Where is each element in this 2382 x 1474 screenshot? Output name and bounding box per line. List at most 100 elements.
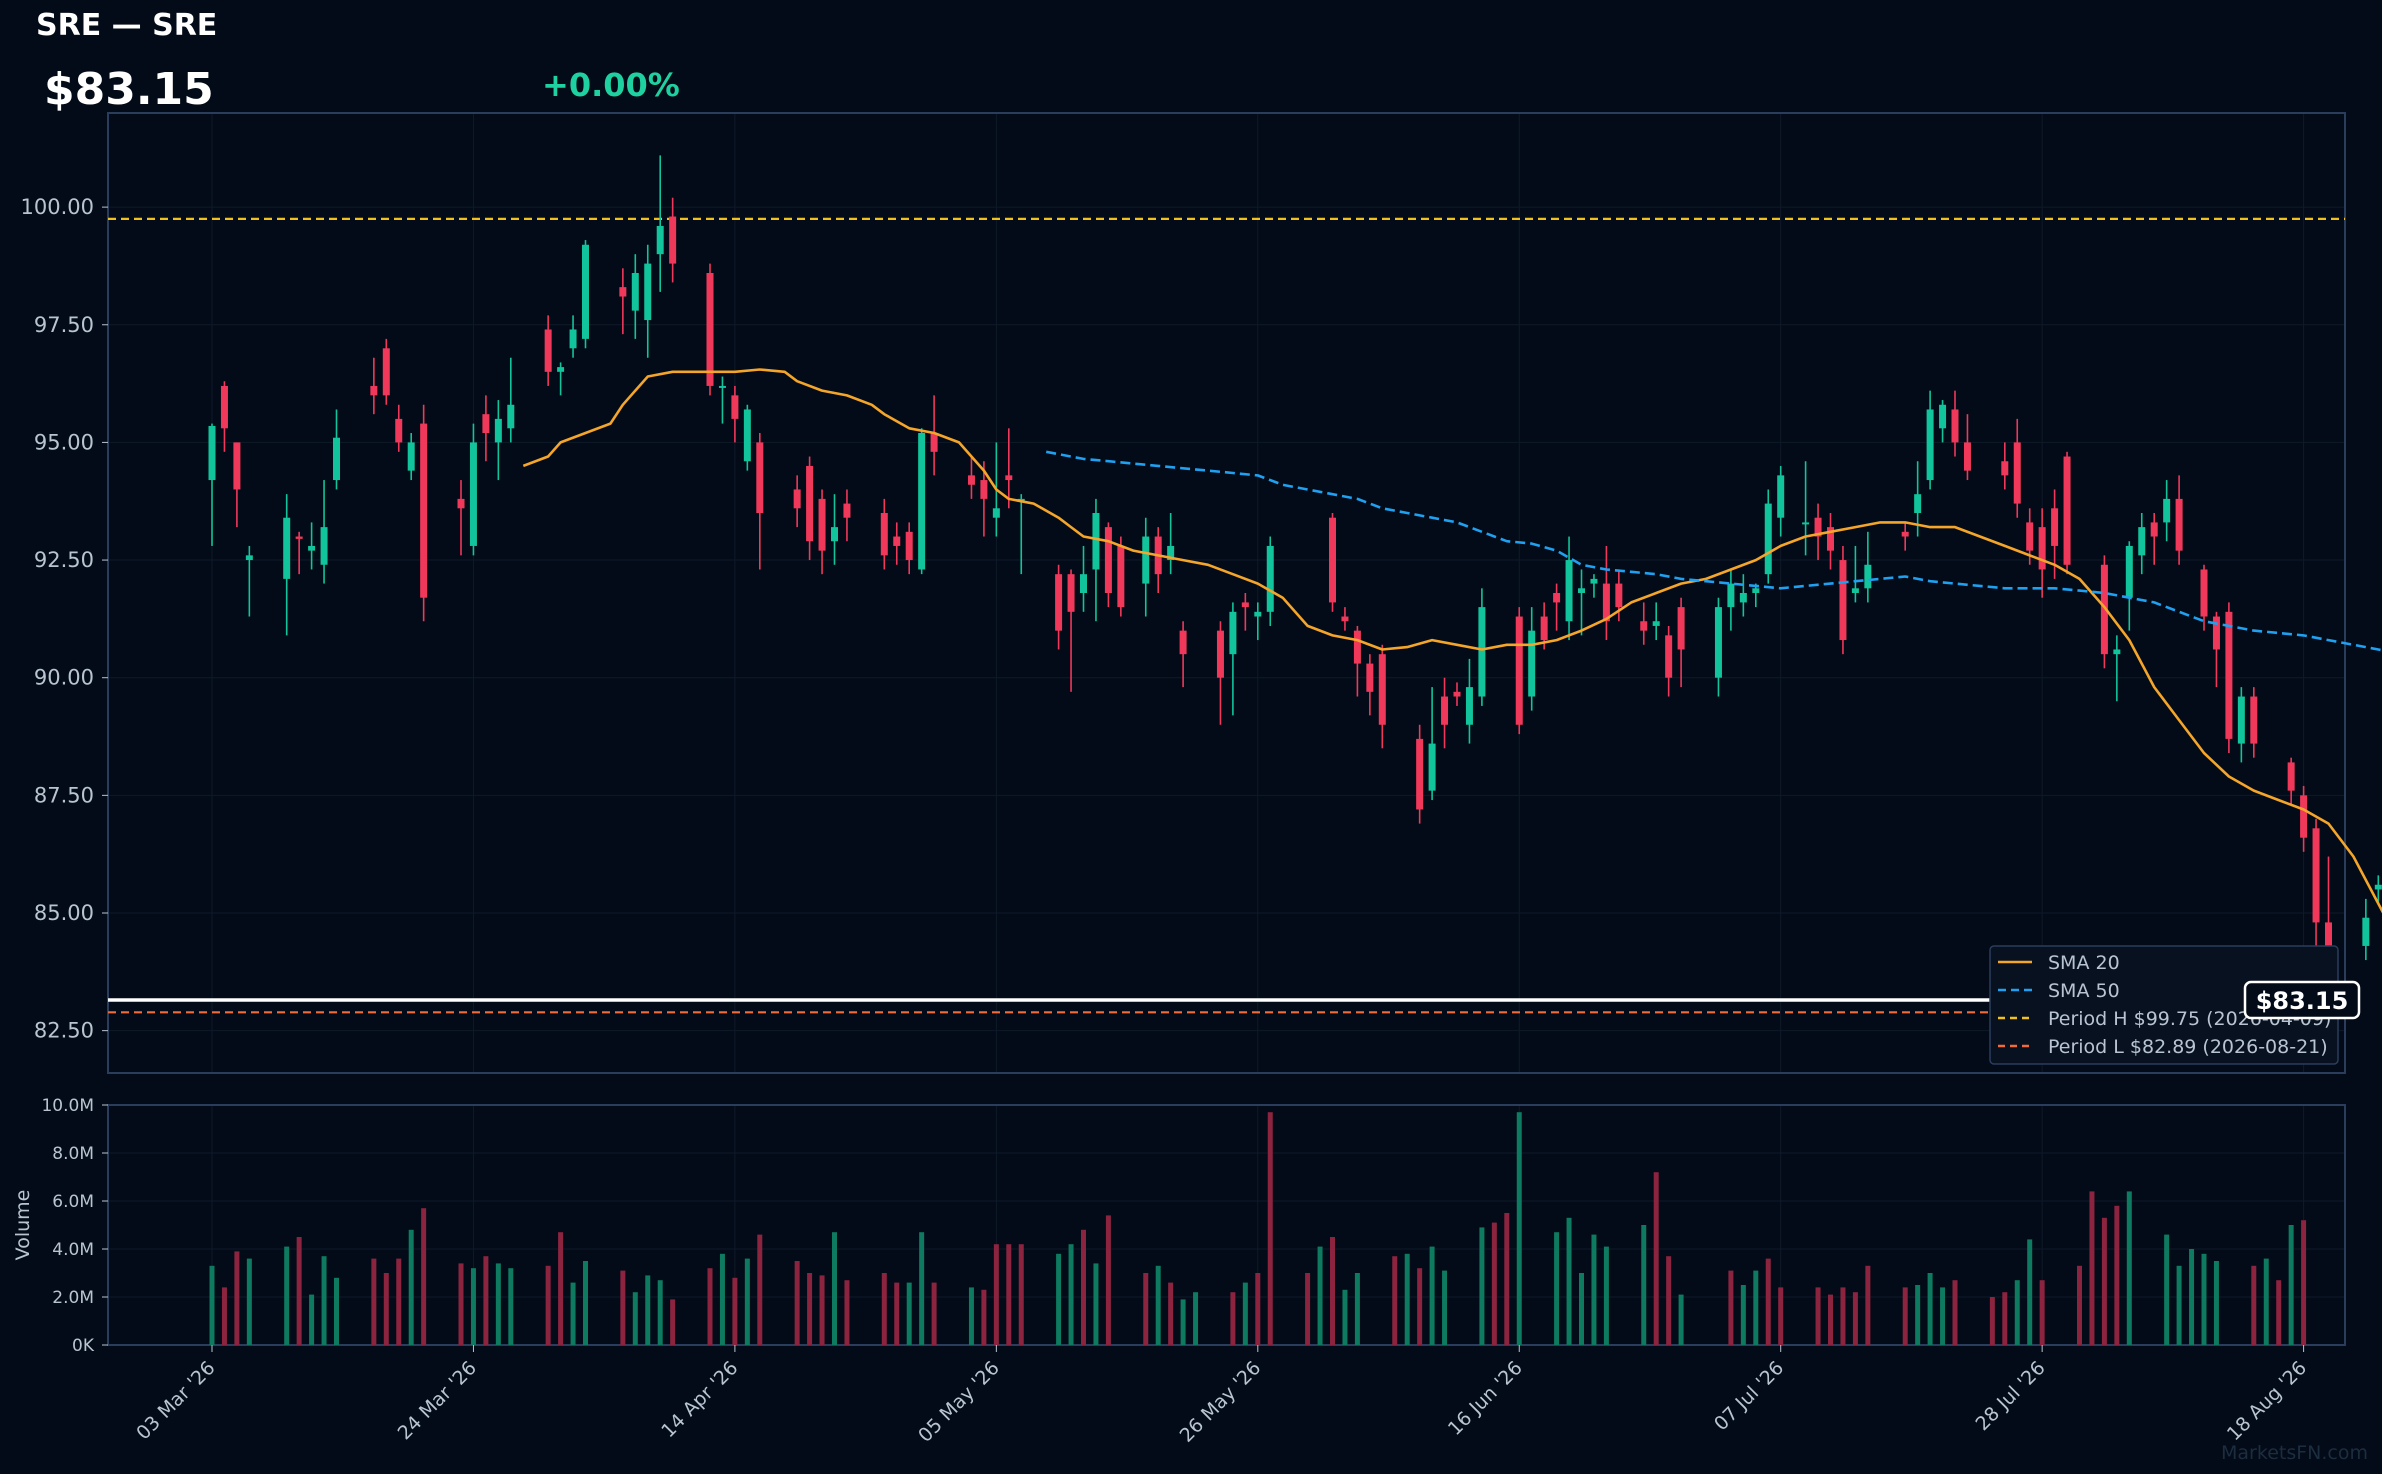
candle-body — [1428, 743, 1436, 791]
volume-bar — [1354, 1273, 1360, 1345]
candle-body — [2163, 498, 2171, 523]
x-tick-label: 03 Mar '26 — [132, 1357, 219, 1444]
volume-bar — [2201, 1253, 2207, 1345]
last-price-badge: $83.15 — [2243, 980, 2361, 1020]
volume-tick-label: 2.0M — [52, 1288, 94, 1308]
candle-body — [1615, 583, 1623, 608]
candle-body — [2138, 527, 2146, 556]
volume-bar — [1255, 1273, 1261, 1345]
sma20-line — [522, 368, 2382, 914]
y-tick-label: 87.50 — [34, 783, 94, 807]
candle-body — [930, 433, 938, 452]
candle-body — [1092, 513, 1100, 570]
candle-body — [1951, 409, 1959, 443]
y-tick-label: 92.50 — [34, 548, 94, 572]
candle-body — [1851, 588, 1859, 593]
volume-bar — [1765, 1258, 1771, 1345]
candle-body — [2374, 884, 2382, 890]
candle-body — [2287, 762, 2295, 791]
y-tick-label: 82.50 — [34, 1019, 94, 1043]
candle-body — [1229, 611, 1237, 655]
volume-bar — [1666, 1256, 1672, 1345]
volume-tick-label: 4.0M — [52, 1240, 94, 1260]
candle-body — [507, 404, 515, 429]
legend-label: Period L $82.89 (2026-08-21) — [2048, 1036, 2328, 1058]
volume-tick-label: 0K — [72, 1336, 95, 1356]
volume-bar — [2176, 1265, 2182, 1345]
volume-tick-label: 6.0M — [52, 1192, 94, 1212]
candle-body — [2063, 456, 2071, 565]
volume-bar — [458, 1263, 464, 1345]
volume-bar — [620, 1270, 626, 1345]
volume-bar — [396, 1258, 402, 1345]
y-tick-label: 90.00 — [34, 666, 94, 690]
volume-bar — [246, 1258, 252, 1345]
volume-bar — [2039, 1280, 2045, 1345]
volume-bar — [495, 1263, 501, 1345]
candle-body — [2013, 442, 2021, 504]
volume-bar — [919, 1232, 925, 1345]
volume-bar — [1081, 1229, 1086, 1345]
candle-body — [1590, 578, 1598, 584]
candle-body — [1578, 588, 1585, 593]
candle-body — [1827, 527, 1834, 551]
volume-bar — [1429, 1246, 1435, 1345]
volume-bar — [1815, 1287, 1821, 1345]
volume-bar — [1267, 1112, 1273, 1345]
candle-body — [1864, 564, 1872, 589]
candle-body — [1528, 630, 1536, 697]
volume-bar — [1678, 1294, 1684, 1345]
candle-body — [2212, 616, 2220, 650]
volume-bar — [632, 1292, 638, 1345]
candle-body — [1478, 607, 1486, 697]
volume-bar — [744, 1258, 750, 1345]
volume-bar — [645, 1275, 651, 1345]
volume-bar — [931, 1282, 937, 1345]
candle-body — [220, 385, 228, 429]
volume-axis-label: Volume — [12, 1190, 34, 1261]
candle-body — [2300, 795, 2308, 838]
volume-bar — [1479, 1227, 1485, 1345]
volume-bar — [906, 1282, 912, 1345]
volume-bar — [657, 1280, 663, 1345]
volume-bar — [1840, 1287, 1846, 1345]
candle-body — [1640, 621, 1648, 631]
volume-bar — [819, 1275, 825, 1345]
candle-body — [2001, 461, 2009, 476]
candle-body — [494, 418, 502, 443]
volume-tick-label: 10.0M — [41, 1096, 94, 1116]
candle-body — [2038, 527, 2046, 570]
candle-body — [1602, 583, 1610, 622]
volume-bar — [1989, 1297, 1995, 1345]
x-tick-label: 05 May '26 — [914, 1357, 1004, 1447]
candle-body — [1540, 616, 1548, 641]
candle-body — [1727, 583, 1735, 608]
candle-body — [407, 442, 415, 471]
last-price-badge-box — [2243, 980, 2361, 1020]
x-tick-label: 26 May '26 — [1176, 1357, 1266, 1447]
volume-bar — [832, 1232, 837, 1345]
y-tick-label: 95.00 — [34, 430, 94, 454]
volume-bar — [508, 1268, 514, 1345]
volume-bar — [670, 1299, 676, 1345]
candle-body — [1677, 607, 1685, 650]
volume-bar — [1554, 1232, 1560, 1345]
volume-bar — [732, 1277, 738, 1345]
y-tick-label: 85.00 — [34, 901, 94, 925]
volume-bar — [1491, 1222, 1497, 1345]
volume-bar — [844, 1280, 850, 1345]
candle-body — [756, 442, 764, 513]
candle-body — [1901, 531, 1909, 537]
candle-body — [905, 531, 913, 561]
candle-body — [1378, 654, 1386, 725]
candle-body — [806, 465, 814, 542]
volume-bar — [2263, 1258, 2269, 1345]
x-tick-label: 24 Mar '26 — [394, 1357, 481, 1444]
volume-bar — [408, 1229, 414, 1345]
candle-body — [2200, 569, 2208, 617]
volume-bar — [1056, 1253, 1062, 1345]
candle-body — [1366, 663, 1374, 692]
candle-body — [1353, 630, 1361, 664]
